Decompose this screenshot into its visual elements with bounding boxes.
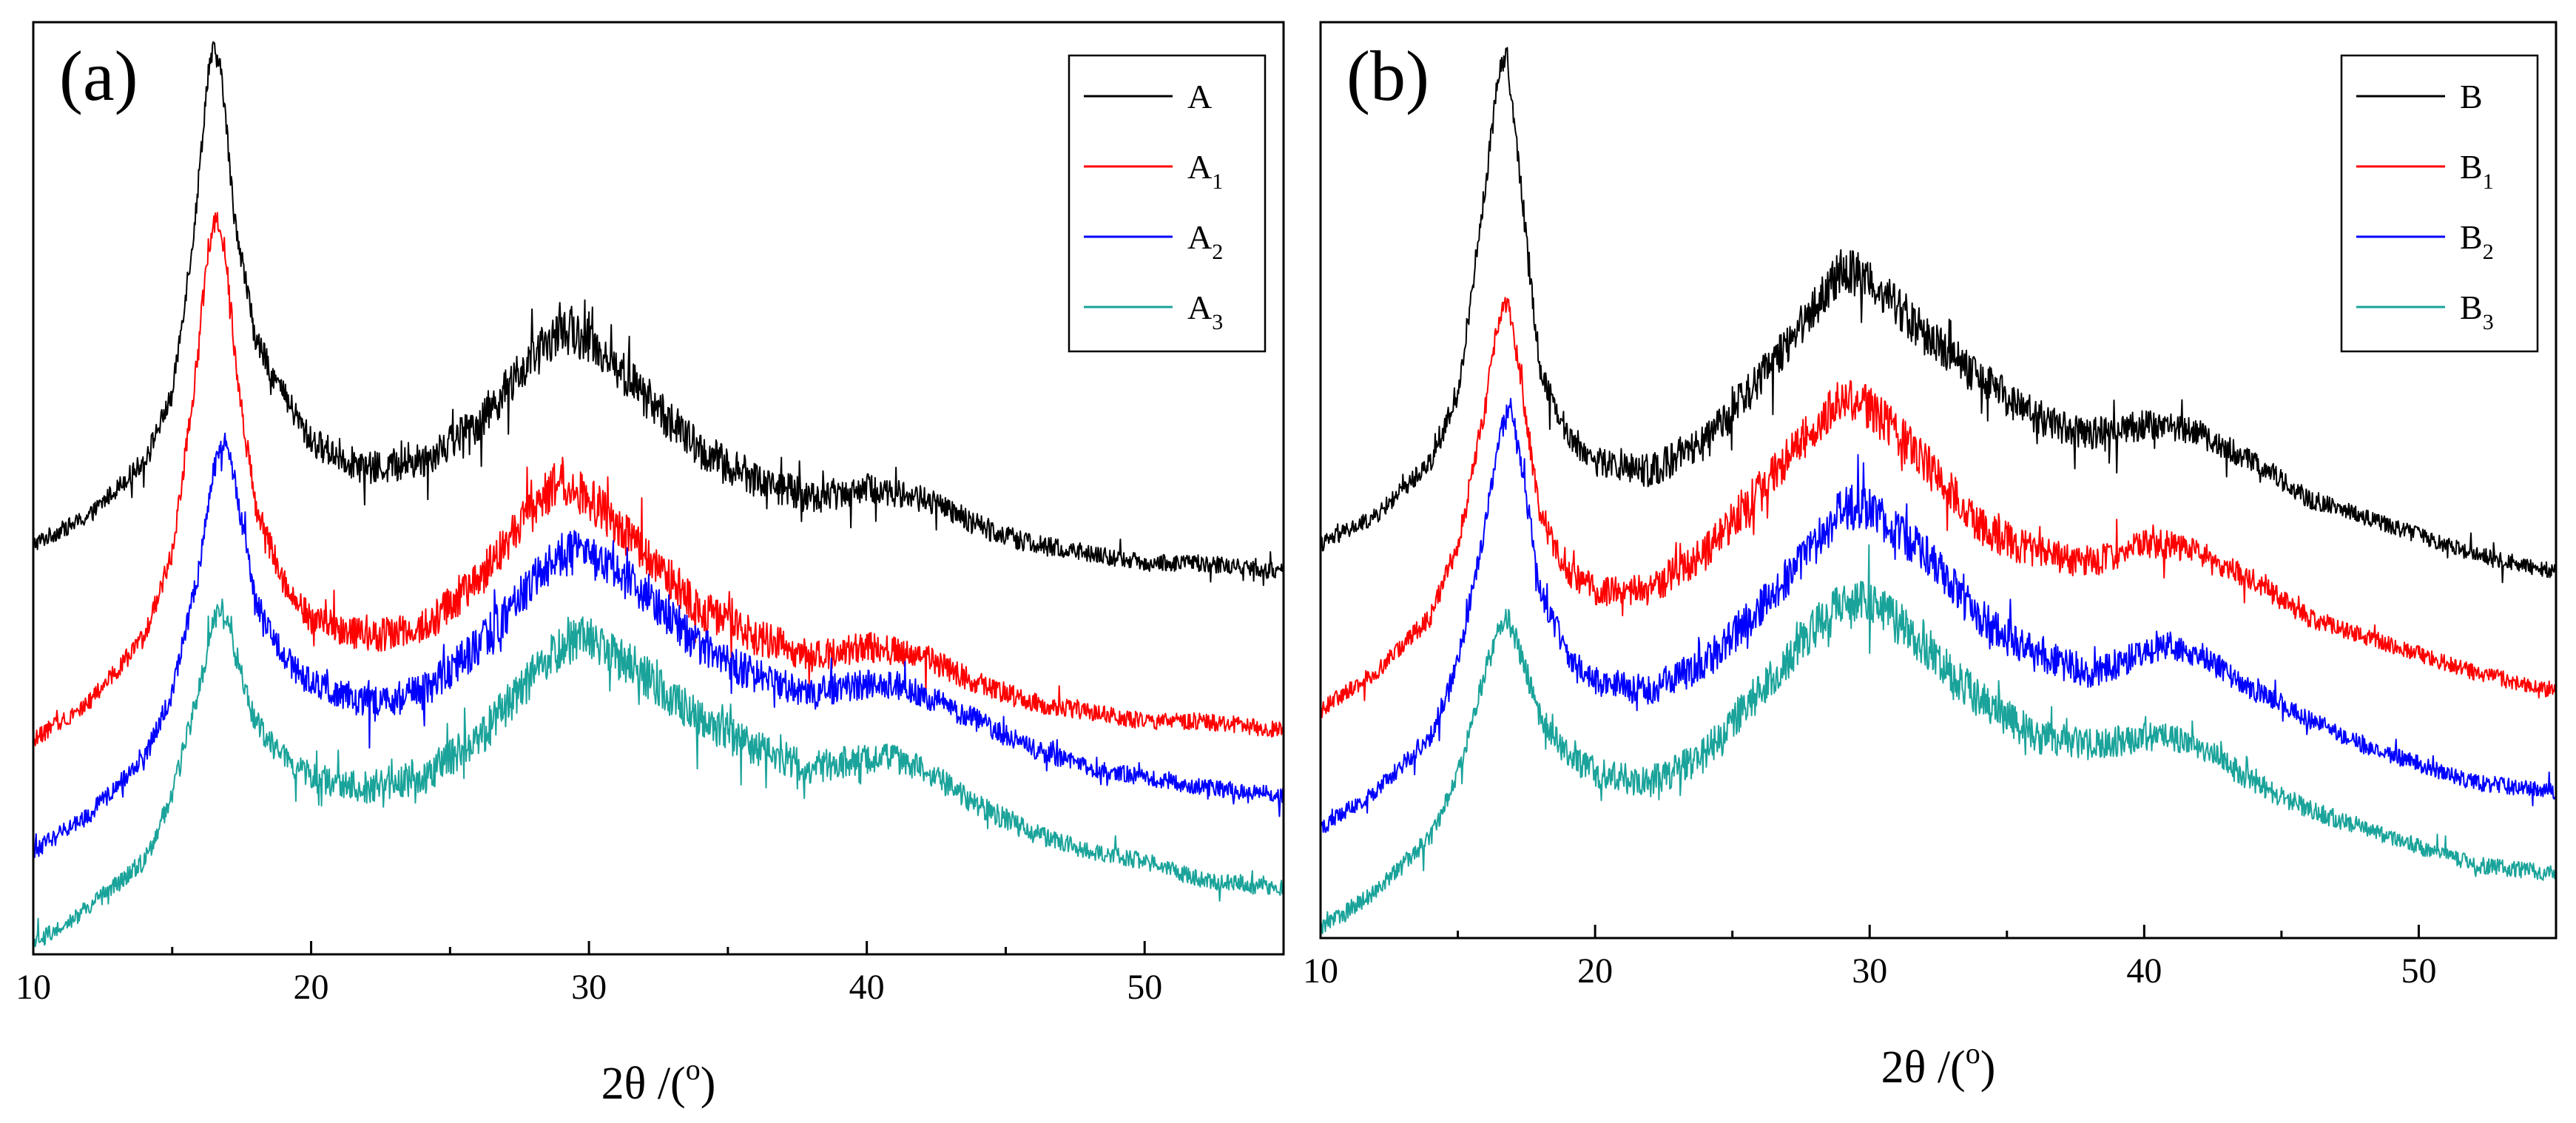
chart-b-x-tick-label: 20 (1577, 951, 1613, 991)
chart-a-legend-label: A2 (1187, 218, 1223, 264)
chart-b-x-tick-label: 10 (1303, 951, 1338, 991)
chart-b-legend-label: B (2460, 78, 2483, 115)
chart-a-series-a1 (33, 212, 1284, 746)
chart-b-legend: B B1 B2 B3 (2340, 54, 2539, 353)
chart-a-series-a3 (33, 598, 1284, 948)
chart-b-legend-label: B2 (2460, 218, 2494, 264)
chart-a-legend-box (1068, 54, 1267, 353)
chart-a-series-a (33, 41, 1284, 587)
chart-b-legend-label: B3 (2460, 289, 2494, 334)
chart-a-x-axis-label: 2θ /(o) (601, 1053, 716, 1109)
chart-b-svg: 10 20 30 40 50 2θ /(o) (b) B B1 B2 B3 (1303, 21, 2558, 1093)
chart-panel-b: 10 20 30 40 50 2θ /(o) (b) B B1 B2 B3 (1288, 0, 2576, 1119)
chart-b-x-tick-label: 40 (2126, 951, 2162, 991)
chart-a-x-tick-label: 50 (1127, 968, 1162, 1007)
chart-a-legend-label: A3 (1187, 289, 1223, 334)
chart-b-series-b (1320, 47, 2557, 584)
chart-a-x-tick-label: 40 (849, 968, 885, 1007)
chart-a-series-a2 (33, 432, 1284, 858)
chart-b-series-b2 (1320, 397, 2557, 833)
chart-a-plot-frame (32, 21, 1285, 956)
chart-b-plot-frame (1319, 21, 2558, 940)
chart-panel-a: 10 20 30 40 50 2θ /(o) (a) A A1 A2 A3 (0, 0, 1288, 1119)
chart-b-series-b3 (1320, 544, 2557, 934)
chart-b-series-group (1320, 47, 2557, 934)
chart-a-x-tick-label: 10 (16, 968, 51, 1007)
chart-b-panel-label: (b) (1346, 36, 1429, 115)
chart-b-legend-box (2340, 54, 2539, 353)
chart-b-series-b1 (1320, 297, 2557, 718)
chart-a-x-tick-label: 30 (571, 968, 607, 1007)
chart-a-series-group (33, 41, 1284, 948)
chart-b-x-axis: 10 20 30 40 50 (1303, 925, 2558, 991)
chart-b-x-axis-label: 2θ /(o) (1881, 1036, 1996, 1093)
chart-a-x-axis: 10 20 30 40 50 (16, 941, 1285, 1007)
chart-b-legend-label: B1 (2460, 148, 2494, 194)
chart-b-x-tick-label: 30 (1852, 951, 1887, 991)
chart-a-svg: 10 20 30 40 50 2θ /(o) (a) A A1 A2 A3 (16, 21, 1285, 1109)
chart-a-legend-label: A1 (1187, 148, 1223, 194)
chart-a-panel-label: (a) (59, 36, 138, 115)
chart-a-legend-label: A (1187, 78, 1212, 115)
chart-a-x-tick-label: 20 (294, 968, 329, 1007)
chart-a-legend: A A1 A2 A3 (1068, 54, 1267, 353)
chart-b-x-tick-label: 50 (2401, 951, 2436, 991)
